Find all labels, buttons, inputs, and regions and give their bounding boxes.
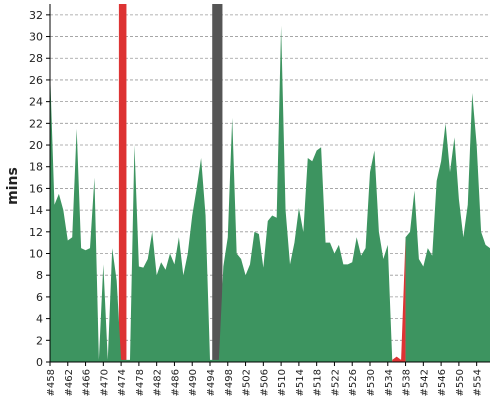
duration-area — [50, 25, 490, 363]
x-tick-label: #482 — [153, 369, 164, 396]
y-tick-label: 28 — [29, 52, 43, 65]
x-tick-label: #514 — [295, 369, 306, 396]
x-tick-label: #526 — [348, 369, 359, 396]
x-tick-label: #518 — [313, 369, 324, 396]
x-tick-label: #550 — [455, 369, 466, 396]
x-tick-label: #522 — [330, 369, 341, 396]
y-tick-label: 26 — [29, 74, 43, 87]
x-tick-label: #506 — [259, 369, 270, 396]
x-tick-label: #458 — [46, 369, 57, 396]
y-tick-label: 10 — [29, 248, 43, 261]
y-tick-label: 8 — [36, 269, 43, 282]
x-tick-label: #498 — [224, 369, 235, 396]
y-tick-label: 22 — [29, 117, 43, 130]
y-tick-label: 18 — [29, 161, 43, 174]
y-tick-label: 2 — [36, 334, 43, 347]
x-tick-label: #490 — [188, 369, 199, 396]
failed-build-band — [118, 4, 127, 362]
x-tick-labels: #458 #462 #466 #470 #474 #478 #482 #486 #490 #494… — [46, 369, 484, 396]
y-tick-label: 12 — [29, 226, 43, 239]
y-tick-label: 16 — [29, 182, 43, 195]
y-tick-label: 24 — [29, 96, 43, 109]
x-tick-label: #466 — [82, 369, 93, 396]
status-bands — [118, 4, 223, 362]
x-tick-label: #538 — [402, 369, 413, 396]
y-tick-label: 14 — [29, 204, 43, 217]
y-tick-label: 20 — [29, 139, 43, 152]
area-segment — [405, 92, 490, 362]
area-segment — [50, 25, 393, 363]
axes — [46, 4, 490, 366]
x-tick-label: #546 — [437, 369, 448, 396]
x-tick-label: #510 — [277, 369, 288, 396]
x-tick-label: #554 — [473, 369, 484, 396]
x-tick-label: #462 — [64, 369, 75, 396]
x-tick-label: #530 — [366, 369, 377, 396]
x-tick-label: #486 — [170, 369, 181, 396]
x-tick-label: #470 — [99, 369, 110, 396]
y-tick-label: 32 — [29, 9, 43, 22]
x-tick-label: #502 — [242, 369, 253, 396]
y-tick-label: 30 — [29, 31, 43, 44]
area-segment-failed — [392, 237, 406, 362]
y-tick-label: 0 — [36, 356, 43, 369]
y-tick-label: 6 — [36, 291, 43, 304]
x-tick-label: #542 — [419, 369, 430, 396]
x-tick-label: #474 — [117, 369, 128, 396]
y-axis-label: mins — [5, 167, 21, 205]
x-tick-label: #494 — [206, 369, 217, 396]
x-tick-label: #534 — [384, 369, 395, 396]
y-tick-label: 4 — [36, 313, 43, 326]
x-tick-label: #478 — [135, 369, 146, 396]
aborted-build-band — [212, 4, 223, 362]
